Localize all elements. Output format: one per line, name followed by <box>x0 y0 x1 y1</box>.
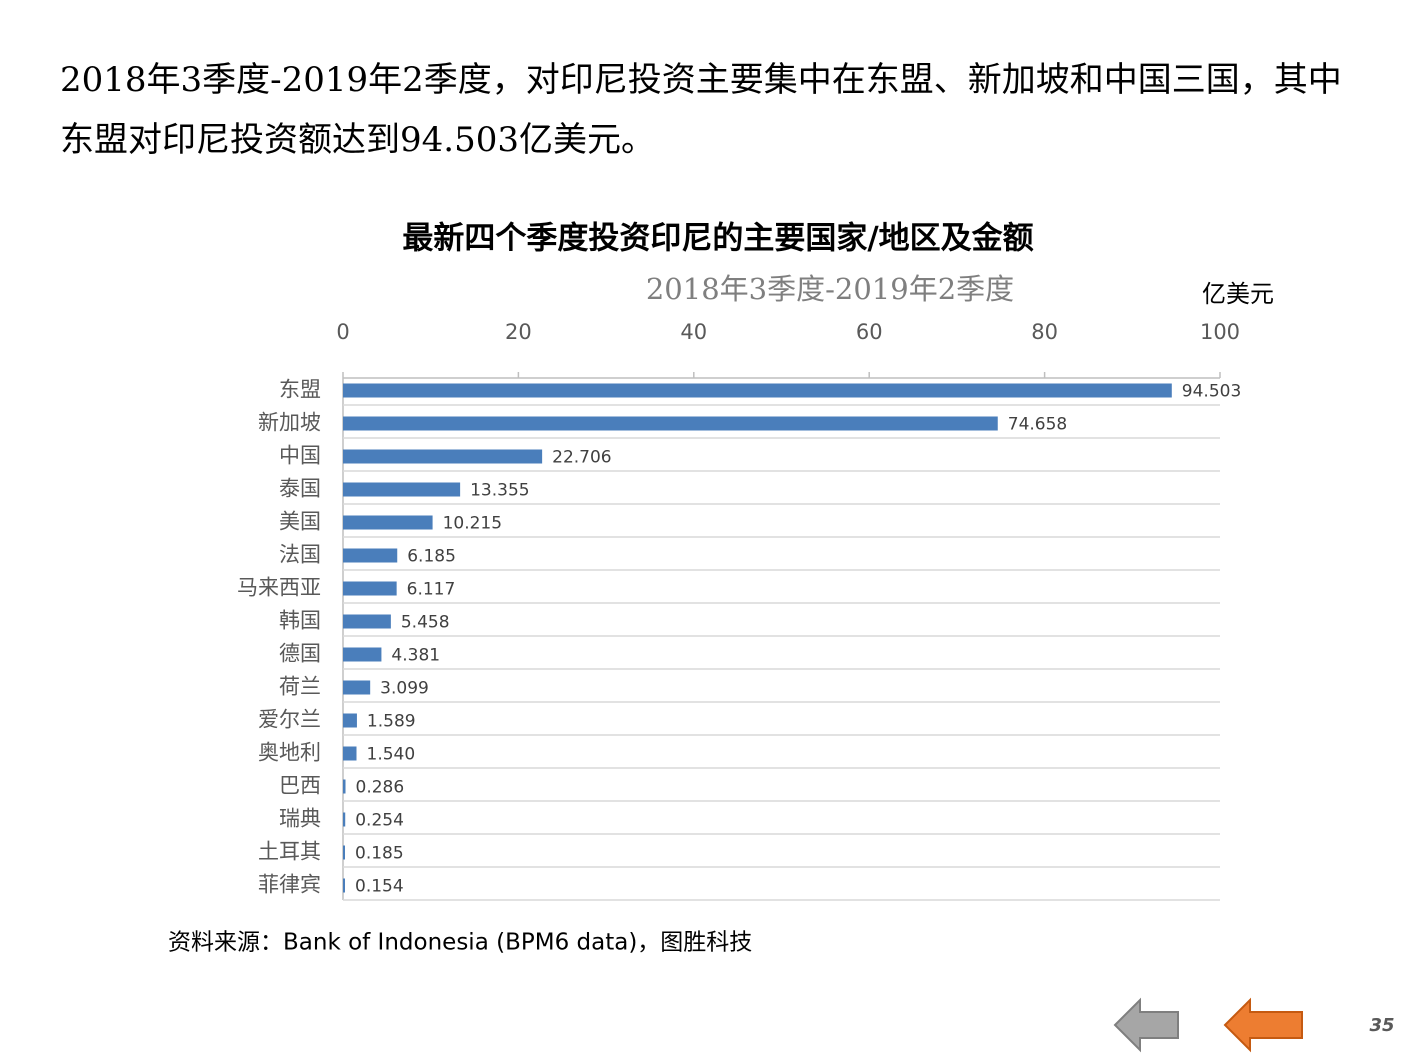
y-tick-label: 奥地利 <box>258 741 321 765</box>
next-arrow[interactable] <box>1223 997 1303 1053</box>
unit-label: 亿美元 <box>1202 280 1274 308</box>
y-tick-label: 巴西 <box>279 774 321 798</box>
value-label: 6.117 <box>407 580 456 600</box>
bar <box>343 482 461 497</box>
value-label: 0.154 <box>355 877 404 897</box>
source: 资料来源：Bank of Indonesia (BPM6 data)，图胜科技 <box>168 930 752 956</box>
y-tick-label: 荷兰 <box>279 675 321 699</box>
y-tick-label: 中国 <box>279 444 321 468</box>
y-tick-label: 土耳其 <box>258 840 321 864</box>
y-tick-label: 法国 <box>279 543 321 567</box>
y-tick-label: 马来西亚 <box>237 576 321 600</box>
page-number: 35 <box>1369 1015 1394 1036</box>
y-tick-label: 瑞典 <box>279 807 321 831</box>
bar <box>343 845 345 860</box>
y-tick-label: 德国 <box>279 642 321 666</box>
x-tick-label: 40 <box>680 320 707 344</box>
y-tick-label: 泰国 <box>279 477 321 501</box>
value-label: 6.185 <box>407 547 456 567</box>
bar <box>343 713 357 728</box>
x-tick-label: 60 <box>856 320 883 344</box>
bar <box>343 614 391 629</box>
value-label: 1.540 <box>367 745 416 765</box>
bar <box>343 779 346 794</box>
value-label: 0.286 <box>356 778 405 798</box>
x-tick-label: 80 <box>1031 320 1058 344</box>
y-tick-label: 菲律宾 <box>258 873 321 897</box>
chart-subtitle: 2018年3季度-2019年2季度 <box>646 272 1014 306</box>
bar <box>343 548 398 563</box>
bar <box>343 416 998 431</box>
bar <box>343 680 371 695</box>
x-tick-label: 20 <box>505 320 532 344</box>
x-tick-label: 100 <box>1200 320 1240 344</box>
value-label: 5.458 <box>401 613 450 633</box>
bar <box>343 647 382 662</box>
value-label: 74.658 <box>1008 415 1067 435</box>
bar <box>343 581 397 596</box>
y-tick-label: 韩国 <box>279 609 321 633</box>
chart-title: 最新四个季度投资印尼的主要国家/地区及金额 <box>402 221 1033 257</box>
bar <box>343 746 357 761</box>
y-tick-label: 新加坡 <box>258 411 321 435</box>
heading: 2018年3季度-2019年2季度，对印尼投资主要集中在东盟、新加坡和中国三国，… <box>60 60 1342 160</box>
value-label: 22.706 <box>552 448 611 468</box>
value-label: 0.254 <box>355 811 404 831</box>
heading-box: 2018年3季度-2019年2季度，对印尼投资主要集中在东盟、新加坡和中国三国，… <box>60 60 1342 160</box>
value-label: 3.099 <box>380 679 429 699</box>
prev-arrow[interactable] <box>1113 997 1179 1053</box>
value-label: 94.503 <box>1182 382 1241 402</box>
value-label: 10.215 <box>443 514 502 534</box>
x-tick-label: 0 <box>336 320 349 344</box>
y-tick-label: 东盟 <box>279 378 321 402</box>
y-tick-label: 美国 <box>279 510 321 534</box>
bar <box>343 812 346 827</box>
y-tick-label: 爱尔兰 <box>258 708 321 732</box>
value-label: 0.185 <box>355 844 404 864</box>
value-label: 1.589 <box>367 712 416 732</box>
bar <box>343 449 543 464</box>
bar <box>343 515 433 530</box>
value-label: 4.381 <box>391 646 440 666</box>
bar <box>343 878 345 893</box>
bar <box>343 383 1172 398</box>
value-label: 13.355 <box>470 481 529 501</box>
